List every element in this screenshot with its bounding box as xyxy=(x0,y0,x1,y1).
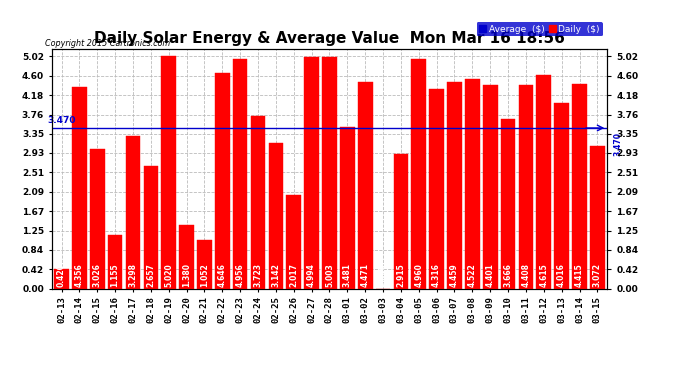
Bar xyxy=(519,84,533,289)
Bar xyxy=(161,56,176,289)
Text: 3.470: 3.470 xyxy=(48,116,76,125)
Bar xyxy=(286,195,301,289)
Bar xyxy=(215,74,230,289)
Text: 1.380: 1.380 xyxy=(182,263,191,287)
Bar xyxy=(358,82,373,289)
Text: 4.956: 4.956 xyxy=(236,263,245,287)
Bar xyxy=(179,225,194,289)
Text: 3.026: 3.026 xyxy=(92,263,102,287)
Bar xyxy=(590,146,604,289)
Bar xyxy=(501,119,515,289)
Bar xyxy=(126,136,140,289)
Bar xyxy=(447,82,462,289)
Title: Daily Solar Energy & Average Value  Mon Mar 16 18:56: Daily Solar Energy & Average Value Mon M… xyxy=(94,31,565,46)
Bar xyxy=(554,103,569,289)
Text: 4.522: 4.522 xyxy=(468,263,477,287)
Bar xyxy=(340,128,355,289)
Bar xyxy=(250,116,266,289)
Bar xyxy=(536,75,551,289)
Text: 1.052: 1.052 xyxy=(200,263,209,287)
Text: 4.994: 4.994 xyxy=(307,263,316,287)
Text: 4.356: 4.356 xyxy=(75,263,84,287)
Bar xyxy=(304,57,319,289)
Text: 4.016: 4.016 xyxy=(557,263,566,287)
Bar xyxy=(55,269,69,289)
Text: 4.471: 4.471 xyxy=(361,263,370,287)
Text: 4.316: 4.316 xyxy=(432,263,441,287)
Bar xyxy=(90,148,105,289)
Text: 0.420: 0.420 xyxy=(57,263,66,287)
Bar xyxy=(411,59,426,289)
Bar xyxy=(429,89,444,289)
Bar xyxy=(465,79,480,289)
Text: 3.723: 3.723 xyxy=(253,263,262,287)
Text: 3.298: 3.298 xyxy=(128,263,137,287)
Bar xyxy=(72,87,87,289)
Text: 4.646: 4.646 xyxy=(218,263,227,287)
Text: 3.666: 3.666 xyxy=(504,263,513,287)
Text: 3.072: 3.072 xyxy=(593,263,602,287)
Text: 2.915: 2.915 xyxy=(397,263,406,287)
Text: 3.470: 3.470 xyxy=(613,132,622,156)
Bar xyxy=(233,59,248,289)
Text: 5.003: 5.003 xyxy=(325,263,334,287)
Text: 4.615: 4.615 xyxy=(540,263,549,287)
Bar xyxy=(483,85,497,289)
Legend: Average  ($), Daily  ($): Average ($), Daily ($) xyxy=(477,22,602,36)
Text: 3.481: 3.481 xyxy=(343,263,352,287)
Bar xyxy=(197,240,212,289)
Bar xyxy=(322,57,337,289)
Text: 4.960: 4.960 xyxy=(414,263,423,287)
Bar xyxy=(268,143,283,289)
Bar xyxy=(393,154,408,289)
Bar xyxy=(144,166,158,289)
Text: 2.017: 2.017 xyxy=(289,263,298,287)
Text: 4.408: 4.408 xyxy=(522,263,531,287)
Bar xyxy=(572,84,586,289)
Text: 5.020: 5.020 xyxy=(164,263,173,287)
Text: 1.155: 1.155 xyxy=(110,263,119,287)
Text: 3.142: 3.142 xyxy=(271,263,280,287)
Text: Copyright 2015 Cartronics.com: Copyright 2015 Cartronics.com xyxy=(45,39,170,48)
Text: 4.415: 4.415 xyxy=(575,263,584,287)
Text: 2.657: 2.657 xyxy=(146,263,155,287)
Text: 4.459: 4.459 xyxy=(450,263,459,287)
Text: 0.000: 0.000 xyxy=(379,263,388,287)
Bar xyxy=(108,235,123,289)
Text: 4.401: 4.401 xyxy=(486,263,495,287)
